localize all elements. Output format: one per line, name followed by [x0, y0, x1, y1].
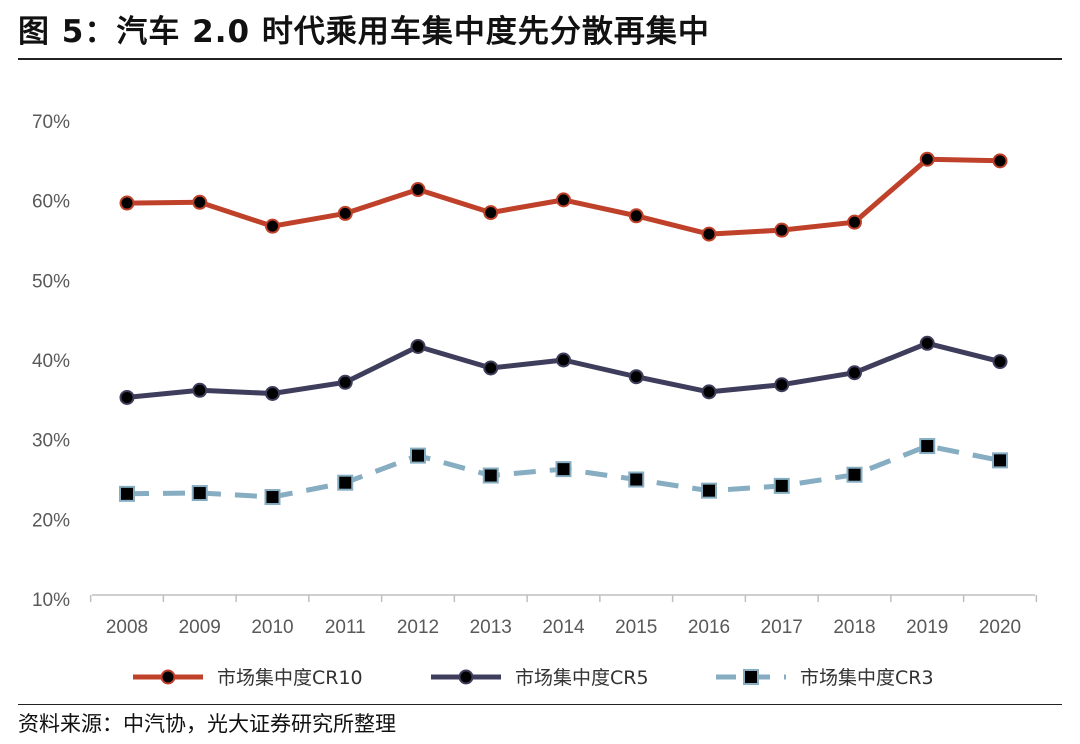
data-point: [774, 377, 790, 393]
data-point: [555, 461, 572, 478]
title-divider: [18, 58, 1062, 60]
legend-swatch-marker: [458, 669, 474, 685]
data-point: [192, 194, 208, 210]
series-line: [124, 340, 1003, 400]
data-point: [701, 384, 717, 400]
data-point: [119, 485, 135, 502]
y-tick-label: 20%: [32, 510, 70, 531]
legend-item: 市场集中度CR10: [133, 667, 363, 689]
data-point: [992, 354, 1008, 370]
series-layer: [119, 151, 1008, 506]
x-axis: 2008 2009 2010 2011 2012 2013 2014 2015 2016 2017…: [89, 594, 1038, 638]
x-tick-label: 2009: [179, 617, 221, 638]
x-tick-label: 2014: [542, 617, 585, 638]
legend-label: 市场集中度CR10: [217, 667, 363, 689]
series-2: [119, 335, 1008, 405]
x-tick-label: 2015: [615, 617, 657, 638]
source-note: 资料来源：中汽协，光大证券研究所整理: [18, 712, 396, 736]
data-point: [119, 389, 135, 405]
legend-item: 市场集中度CR5: [431, 667, 649, 689]
data-point: [337, 474, 354, 491]
data-point: [264, 489, 281, 506]
data-point: [337, 205, 353, 221]
data-point: [265, 385, 280, 401]
data-point: [556, 192, 571, 208]
series-3: [119, 438, 1008, 506]
data-point: [992, 452, 1008, 469]
data-point: [119, 195, 135, 211]
x-tick-label: 2018: [833, 617, 875, 638]
data-point: [628, 369, 644, 385]
x-tick-label: 2013: [470, 617, 512, 638]
y-tick-label: 60%: [32, 192, 70, 213]
x-tick-label: 2017: [761, 617, 803, 638]
data-point: [846, 466, 863, 483]
data-point: [773, 477, 790, 494]
data-point: [483, 205, 499, 221]
data-point: [410, 182, 426, 198]
data-point: [556, 352, 571, 368]
data-point: [410, 338, 426, 354]
y-tick-label: 70%: [32, 112, 70, 133]
x-tick-label: 2020: [979, 617, 1021, 638]
source-divider: [18, 704, 1062, 705]
data-point: [265, 218, 280, 234]
y-axis: 10% 20% 30% 40% 50% 60% 70%: [32, 112, 70, 611]
data-point: [191, 485, 208, 502]
series-1: [119, 151, 1008, 242]
x-tick-label: 2010: [251, 617, 293, 638]
y-tick-label: 40%: [32, 351, 70, 372]
data-point: [337, 374, 353, 390]
x-tick-label: 2019: [906, 617, 948, 638]
data-point: [992, 153, 1008, 169]
data-point: [919, 438, 936, 455]
data-point: [774, 222, 790, 238]
data-point: [192, 382, 208, 398]
data-point: [919, 335, 935, 351]
y-tick-label: 10%: [32, 590, 70, 611]
data-point: [847, 214, 862, 230]
x-tick-label: 2016: [688, 617, 730, 638]
x-tick-label: 2008: [106, 617, 148, 638]
x-tick-label: 2012: [397, 617, 439, 638]
legend-item: 市场集中度CR3: [716, 667, 934, 689]
data-point: [410, 447, 426, 464]
legend-label: 市场集中度CR3: [800, 667, 934, 689]
x-tick-label: 2011: [325, 617, 366, 638]
data-point: [483, 360, 499, 376]
legend: 市场集中度CR10 市场集中度CR5 市场集中度CR3: [133, 667, 934, 689]
legend-swatch-marker: [743, 669, 759, 685]
line-chart: 10%20%30%40%50%60%70% 2008 2009 2010 2011 20…: [32, 112, 1038, 689]
data-point: [482, 467, 499, 484]
data-point: [628, 208, 644, 224]
data-point: [701, 226, 717, 242]
y-tick-label: 50%: [32, 271, 70, 292]
legend-label: 市场集中度CR5: [515, 667, 649, 689]
data-point: [701, 482, 717, 499]
data-point: [919, 151, 935, 167]
figure-title: 图 5：汽车 2.0 时代乘用车集中度先分散再集中: [18, 14, 710, 50]
data-point: [628, 471, 645, 488]
y-tick-label: 30%: [32, 431, 70, 452]
legend-swatch-marker: [160, 669, 176, 685]
data-point: [847, 365, 862, 381]
